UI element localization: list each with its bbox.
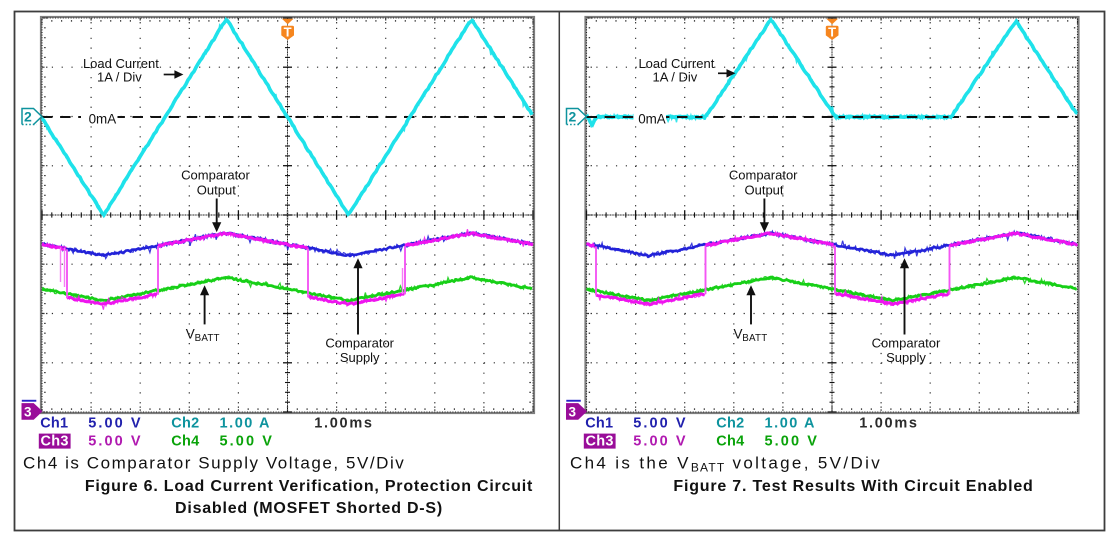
svg-text:Ch4 is the VBATT voltage, 5V/D: Ch4 is the VBATT voltage, 5V/Div bbox=[570, 454, 882, 475]
svg-text:Output: Output bbox=[744, 183, 783, 198]
svg-text:1A / Div: 1A / Div bbox=[97, 69, 142, 84]
svg-text:BATT: BATT bbox=[195, 333, 220, 344]
svg-text:T: T bbox=[284, 25, 292, 40]
svg-text:V: V bbox=[734, 326, 743, 341]
svg-text:Comparator: Comparator bbox=[729, 168, 798, 183]
svg-text:Ch3: Ch3 bbox=[41, 433, 69, 449]
svg-text:1.00ms: 1.00ms bbox=[314, 415, 373, 431]
svg-text:Disabled (MOSFET Shorted D-S): Disabled (MOSFET Shorted D-S) bbox=[175, 500, 443, 517]
svg-text:1.00 A: 1.00 A bbox=[765, 415, 816, 431]
svg-text:Ch3: Ch3 bbox=[586, 433, 614, 449]
svg-text:5.00 V: 5.00 V bbox=[220, 433, 275, 449]
svg-text:1.00 A: 1.00 A bbox=[220, 415, 271, 431]
svg-text:T: T bbox=[828, 25, 836, 40]
svg-text:1.00ms: 1.00ms bbox=[859, 415, 918, 431]
svg-text:3: 3 bbox=[24, 404, 32, 419]
svg-text:Supply: Supply bbox=[886, 350, 926, 365]
svg-text:Comparator: Comparator bbox=[872, 335, 941, 350]
svg-text:Output: Output bbox=[197, 183, 236, 198]
svg-text:5.00 V: 5.00 V bbox=[633, 415, 688, 431]
svg-text:Figure 6. Load Current Verific: Figure 6. Load Current Verification, Pro… bbox=[85, 478, 533, 495]
svg-text:Ch4 is Comparator Supply Volta: Ch4 is Comparator Supply Voltage, 5V/Div bbox=[23, 454, 405, 473]
svg-text:0mA: 0mA bbox=[638, 111, 666, 126]
svg-text:3: 3 bbox=[569, 404, 577, 419]
svg-text:Figure 7. Test Results With Ci: Figure 7. Test Results With Circuit Enab… bbox=[673, 478, 1033, 495]
svg-text:Load Current: Load Current bbox=[83, 56, 159, 71]
svg-text:2: 2 bbox=[569, 108, 577, 124]
svg-text:BATT: BATT bbox=[742, 333, 767, 344]
svg-text:Ch4: Ch4 bbox=[171, 433, 199, 449]
svg-text:5.00 V: 5.00 V bbox=[633, 433, 688, 449]
svg-text:0mA: 0mA bbox=[89, 111, 117, 126]
svg-text:Load Current: Load Current bbox=[638, 56, 714, 71]
svg-text:Ch4: Ch4 bbox=[716, 433, 744, 449]
svg-text:Comparator: Comparator bbox=[325, 335, 394, 350]
svg-text:Ch2: Ch2 bbox=[716, 415, 744, 431]
svg-text:Ch1: Ch1 bbox=[40, 415, 68, 431]
svg-text:2: 2 bbox=[24, 108, 32, 124]
svg-text:5.00 V: 5.00 V bbox=[88, 433, 143, 449]
svg-text:Ch2: Ch2 bbox=[171, 415, 199, 431]
svg-text:Supply: Supply bbox=[340, 350, 380, 365]
svg-text:1A / Div: 1A / Div bbox=[653, 69, 698, 84]
svg-text:5.00 V: 5.00 V bbox=[88, 415, 143, 431]
svg-text:Ch1: Ch1 bbox=[585, 415, 613, 431]
svg-text:V: V bbox=[186, 326, 195, 341]
svg-text:Comparator: Comparator bbox=[181, 168, 250, 183]
svg-text:5.00 V: 5.00 V bbox=[765, 433, 820, 449]
